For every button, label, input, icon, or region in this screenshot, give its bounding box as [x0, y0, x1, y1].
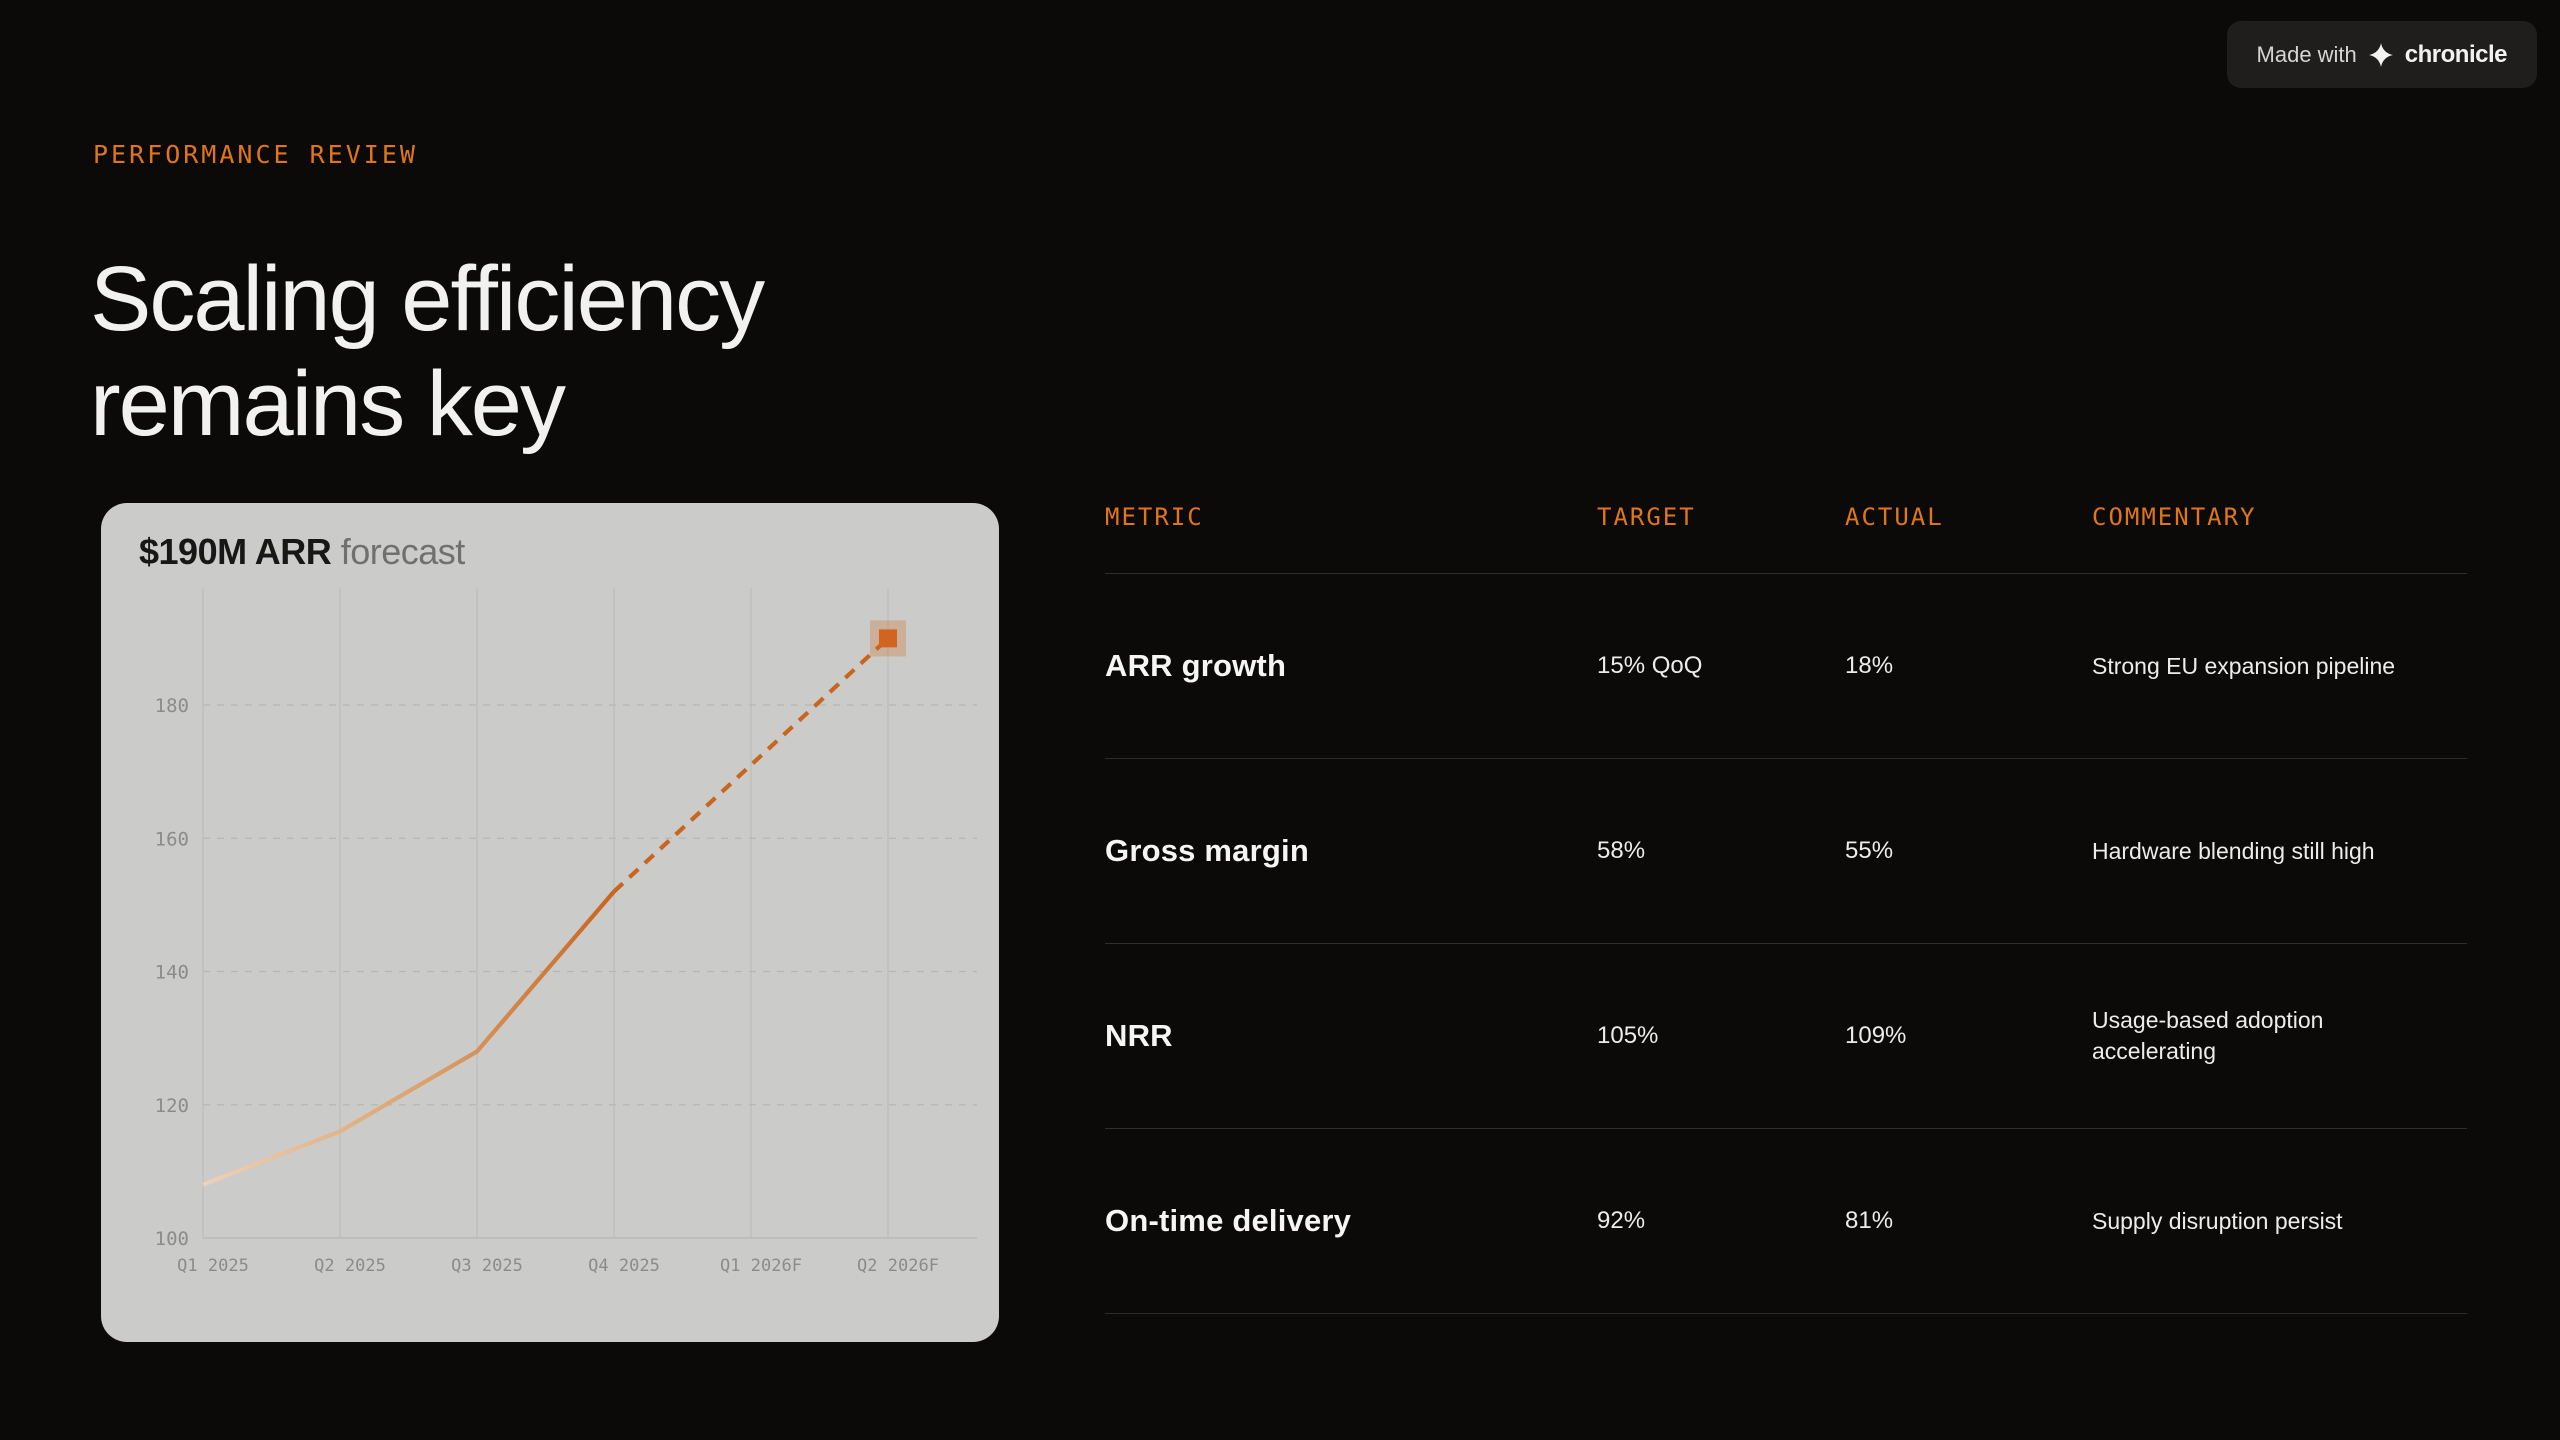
arr-forecast-card: $190M ARR forecast 100 120 140 160 180 Q1 202… — [101, 503, 999, 1342]
target-value: 58% — [1597, 837, 1646, 864]
column-header-actual: ACTUAL — [1845, 503, 1944, 531]
column-header-target: TARGET — [1597, 503, 1696, 531]
commentary-text: Hardware blending still high — [2092, 837, 2375, 864]
actual-value: 18% — [1845, 652, 1894, 679]
svg-text:100: 100 — [155, 1228, 189, 1250]
metric-name: Gross margin — [1105, 833, 1309, 868]
eyebrow-label: PERFORMANCE REVIEW — [93, 140, 418, 169]
badge-brand-label: chronicle — [2404, 40, 2508, 68]
svg-text:Q3 2025: Q3 2025 — [451, 1256, 523, 1276]
target-value: 92% — [1597, 1207, 1646, 1234]
arr-forecast-chart: 100 120 140 160 180 Q1 2025 Q2 2025 Q3 2025 Q4 2… — [155, 588, 977, 1276]
svg-text:Q1 2025: Q1 2025 — [177, 1256, 249, 1276]
metric-name: NRR — [1105, 1018, 1173, 1053]
svg-text:Q1 2026F: Q1 2026F — [720, 1256, 802, 1276]
commentary-text: Supply disruption persist — [2092, 1207, 2343, 1234]
table-header-row: METRIC TARGET ACTUAL COMMENTARY — [1105, 497, 2467, 574]
svg-text:140: 140 — [155, 962, 189, 984]
commentary-text: Strong EU expansion pipeline — [2092, 652, 2396, 679]
target-value: 105% — [1597, 1022, 1659, 1049]
commentary-text: Usage-based adoption accelerating — [2092, 1007, 2324, 1064]
svg-text:Q4 2025: Q4 2025 — [588, 1256, 660, 1276]
chart-title-value: $190M ARR — [139, 531, 332, 572]
actual-value: 55% — [1845, 837, 1894, 864]
column-header-metric: METRIC — [1105, 503, 1204, 531]
column-header-commentary: COMMENTARY — [2092, 503, 2257, 531]
chart-title: $190M ARR forecast — [139, 531, 465, 573]
chart-title-suffix: forecast — [340, 531, 466, 572]
sparkle-icon — [2368, 42, 2394, 68]
table-row: ARR growth 15% QoQ 18% Strong EU expansi… — [1105, 574, 2467, 759]
metric-name: ARR growth — [1105, 648, 1287, 683]
target-value: 15% QoQ — [1597, 652, 1703, 679]
table-row: NRR 105% 109% Usage-based adoption accel… — [1105, 944, 2467, 1129]
metrics-table: METRIC TARGET ACTUAL COMMENTARY ARR grow… — [1105, 497, 2467, 1314]
page-title: Scaling efficiency remains key — [90, 247, 765, 455]
actual-value: 109% — [1845, 1022, 1907, 1049]
svg-text:Q2 2025: Q2 2025 — [314, 1256, 386, 1276]
svg-text:160: 160 — [155, 828, 189, 850]
made-with-chronicle-badge[interactable]: Made with chronicle — [2226, 21, 2537, 88]
svg-text:180: 180 — [155, 695, 189, 717]
svg-text:120: 120 — [155, 1095, 189, 1117]
actual-value: 81% — [1845, 1207, 1894, 1234]
table-row: On-time delivery 92% 81% Supply disrupti… — [1105, 1129, 2467, 1314]
badge-prefix-label: Made with — [2256, 41, 2357, 67]
metric-name: On-time delivery — [1105, 1203, 1352, 1238]
svg-text:Q2 2026F: Q2 2026F — [857, 1256, 939, 1276]
table-row: Gross margin 58% 55% Hardware blending s… — [1105, 759, 2467, 944]
